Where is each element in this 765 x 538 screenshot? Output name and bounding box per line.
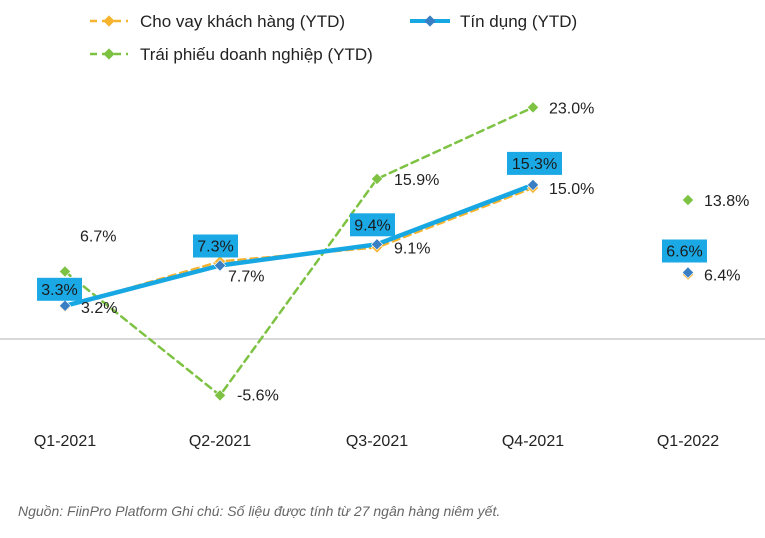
data-label-trai-phieu: 6.7% xyxy=(80,229,116,246)
chart-legend: Cho vay khách hàng (YTD) Tín dụng (YTD) … xyxy=(90,12,577,64)
plot-area: 6.7% -5.6% 15.9% 23.0% 13.8% 3.2% 7.7% 9.1% 15.0… xyxy=(37,100,749,404)
x-tick-label: Q2-2021 xyxy=(189,433,251,450)
x-tick-label: Q4-2021 xyxy=(502,433,564,450)
data-point-tin-dung xyxy=(213,259,227,272)
data-label-trai-phieu: 15.9% xyxy=(394,172,439,189)
legend-label-tin-dung: Tín dụng (YTD) xyxy=(460,12,577,31)
legend-label-cho-vay: Cho vay khách hàng (YTD) xyxy=(140,12,345,31)
legend-item-tin-dung: Tín dụng (YTD) xyxy=(410,12,577,31)
data-label-cho-vay: 7.7% xyxy=(228,269,264,286)
legend-label-trai-phieu: Trái phiếu doanh nghiệp (YTD) xyxy=(140,45,373,64)
legend-item-cho-vay: Cho vay khách hàng (YTD) xyxy=(90,12,345,31)
legend-diamond-marker-cho-vay xyxy=(103,15,115,27)
legend-diamond-marker-tin-dung xyxy=(424,15,436,27)
data-point-trai-phieu xyxy=(58,265,72,278)
data-point-tin-dung xyxy=(526,178,540,192)
data-label-box-tin-dung xyxy=(662,239,707,263)
data-label-box-tin-dung xyxy=(350,213,395,237)
data-point-tin-dung xyxy=(370,238,384,251)
x-tick-label: Q3-2021 xyxy=(346,433,408,450)
data-point-tin-dung xyxy=(681,266,695,279)
data-label-trai-phieu: 23.0% xyxy=(549,100,594,117)
x-axis-tick-labels: Q1-2021 Q2-2021 Q3-2021 Q4-2021 Q1-2022 xyxy=(34,433,719,450)
data-label-cho-vay: 6.4% xyxy=(704,268,740,285)
data-label-tin-dung: 7.3% xyxy=(197,239,233,256)
data-label-box-tin-dung xyxy=(193,234,238,258)
series-line-trai-phieu xyxy=(63,106,535,397)
data-label-tin-dung: 6.6% xyxy=(666,244,702,261)
data-label-cho-vay: 15.0% xyxy=(549,181,594,198)
data-label-tin-dung: 3.3% xyxy=(41,282,77,299)
data-point-trai-phieu xyxy=(213,389,227,402)
data-label-cho-vay: 9.1% xyxy=(394,240,430,257)
data-label-box-tin-dung xyxy=(37,277,82,301)
data-label-trai-phieu: -5.6% xyxy=(237,387,279,404)
source-note: Nguồn: FiinPro Platform Ghi chú: Số liệu… xyxy=(18,503,500,519)
data-point-trai-phieu xyxy=(370,172,384,185)
data-label-cho-vay: 3.2% xyxy=(81,300,117,317)
data-point-trai-phieu xyxy=(681,193,695,207)
data-label-tin-dung: 15.3% xyxy=(512,156,557,173)
data-label-tin-dung: 9.4% xyxy=(354,217,390,234)
legend-diamond-marker-trai-phieu xyxy=(103,48,115,60)
data-label-trai-phieu: 13.8% xyxy=(704,193,749,210)
data-point-tin-dung xyxy=(58,299,72,312)
x-tick-label: Q1-2022 xyxy=(657,433,719,450)
data-point-trai-phieu xyxy=(526,101,540,114)
series-line-tin-dung xyxy=(62,182,536,309)
x-tick-label: Q1-2021 xyxy=(34,433,96,450)
legend-item-trai-phieu: Trái phiếu doanh nghiệp (YTD) xyxy=(90,45,373,64)
data-label-box-tin-dung xyxy=(507,151,562,175)
